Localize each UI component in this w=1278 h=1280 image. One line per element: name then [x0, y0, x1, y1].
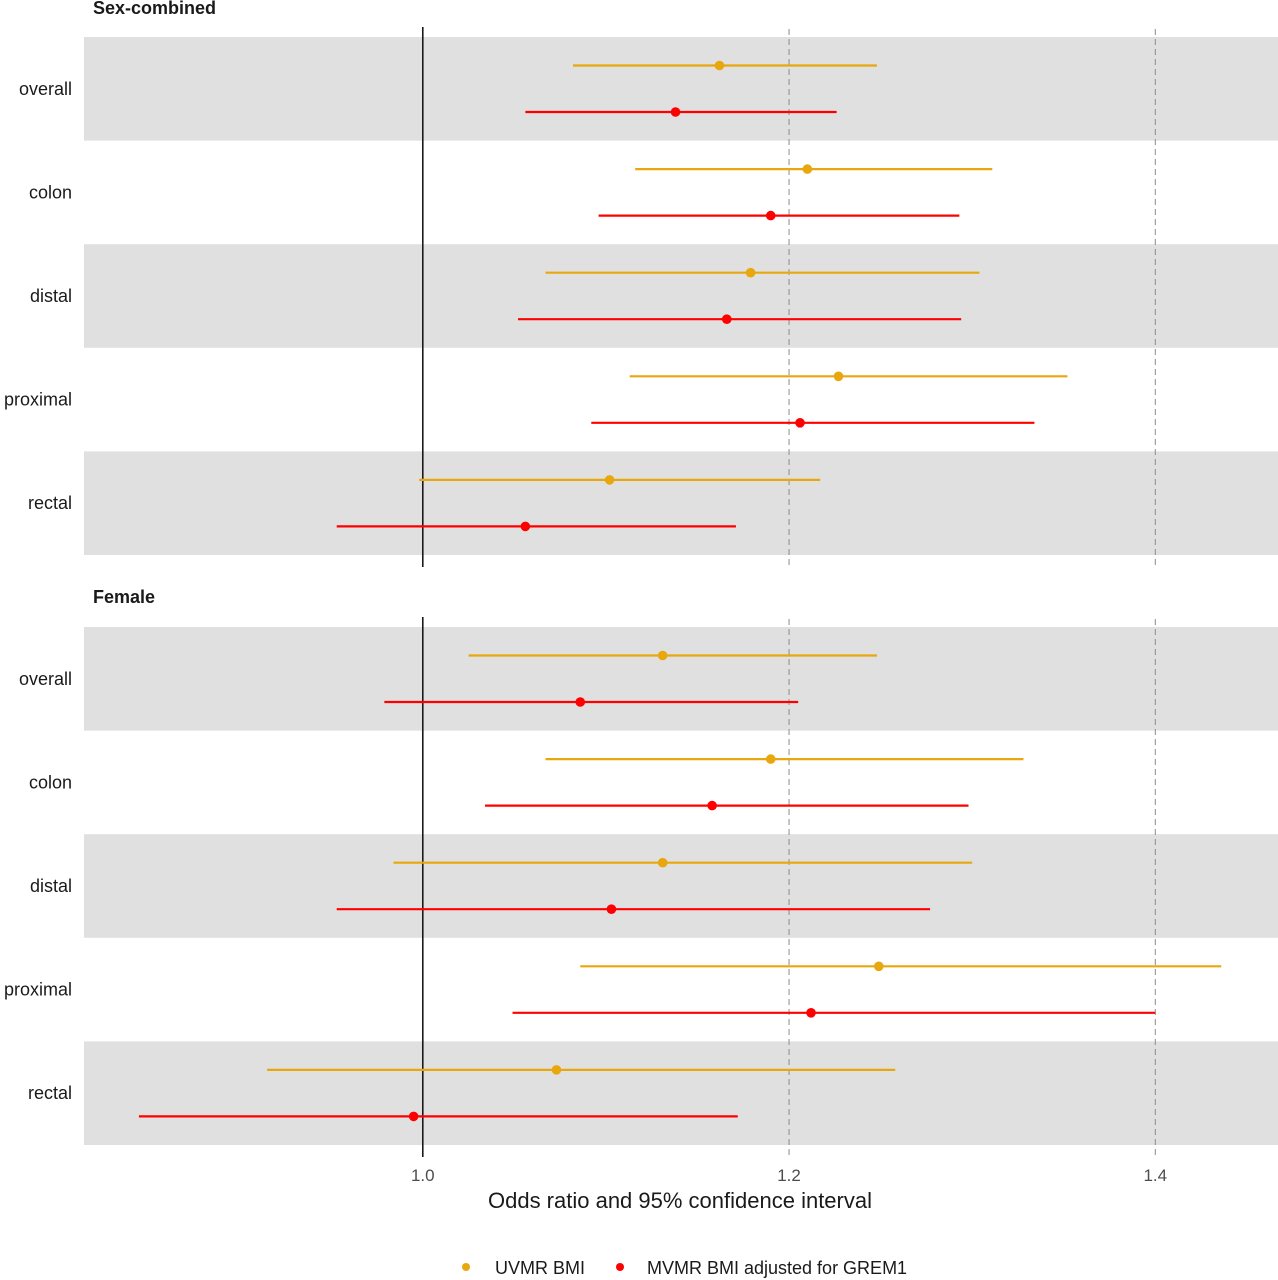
point-uvmr [657, 650, 668, 661]
panel-title-female: Female [93, 587, 155, 607]
row-label-proximal: proximal [4, 390, 72, 410]
row-label-rectal: rectal [28, 1083, 72, 1103]
row-band [84, 627, 1278, 731]
row-label-proximal: proximal [4, 980, 72, 1000]
point-uvmr [802, 164, 813, 174]
point-uvmr [604, 475, 615, 485]
legend: UVMR BMI MVMR BMI adjusted for GREM1 [462, 1258, 907, 1278]
x-tick-label: 1.2 [777, 1166, 801, 1185]
row-band [84, 1041, 1278, 1145]
panel-female: Female overall colon distal proximal rectal [4, 587, 1278, 1157]
x-axis-title: Odds ratio and 95% confidence interval [488, 1188, 872, 1213]
point-mvmr [408, 1111, 419, 1122]
row-label-distal: distal [30, 876, 72, 896]
row-band [84, 834, 1278, 938]
point-mvmr [520, 521, 531, 532]
panel-title-sex-combined: Sex-combined [93, 0, 216, 18]
point-mvmr [575, 697, 586, 707]
x-axis: 1.0 1.2 1.4 Odds ratio and 95% confidenc… [411, 1166, 1167, 1213]
point-mvmr [606, 904, 617, 914]
point-uvmr [714, 60, 725, 71]
point-uvmr [657, 857, 668, 868]
x-tick-label: 1.0 [411, 1166, 435, 1185]
panel-sex-combined: Sex-combined overall colon distal proximal r… [4, 0, 1278, 567]
legend-swatch-uvmr [462, 1263, 470, 1271]
row-label-overall: overall [19, 79, 72, 99]
point-uvmr [745, 267, 756, 278]
point-mvmr [765, 210, 776, 221]
row-band [84, 244, 1278, 348]
point-uvmr [833, 371, 844, 382]
point-mvmr [721, 314, 732, 325]
x-tick-label: 1.4 [1143, 1166, 1167, 1185]
row-band [84, 451, 1278, 555]
legend-label-mvmr: MVMR BMI adjusted for GREM1 [647, 1258, 907, 1278]
row-label-overall: overall [19, 669, 72, 689]
point-uvmr [765, 754, 776, 764]
row-label-colon: colon [29, 182, 72, 202]
point-uvmr [551, 1065, 562, 1075]
point-mvmr [707, 800, 717, 811]
point-uvmr [873, 961, 884, 972]
legend-swatch-mvmr [616, 1263, 624, 1271]
row-label-rectal: rectal [28, 493, 72, 513]
row-label-distal: distal [30, 286, 72, 306]
legend-label-uvmr: UVMR BMI [495, 1258, 585, 1278]
point-mvmr [806, 1008, 816, 1018]
row-band [84, 37, 1278, 141]
row-label-colon: colon [29, 772, 72, 792]
point-mvmr [670, 107, 681, 117]
point-mvmr [795, 418, 805, 428]
